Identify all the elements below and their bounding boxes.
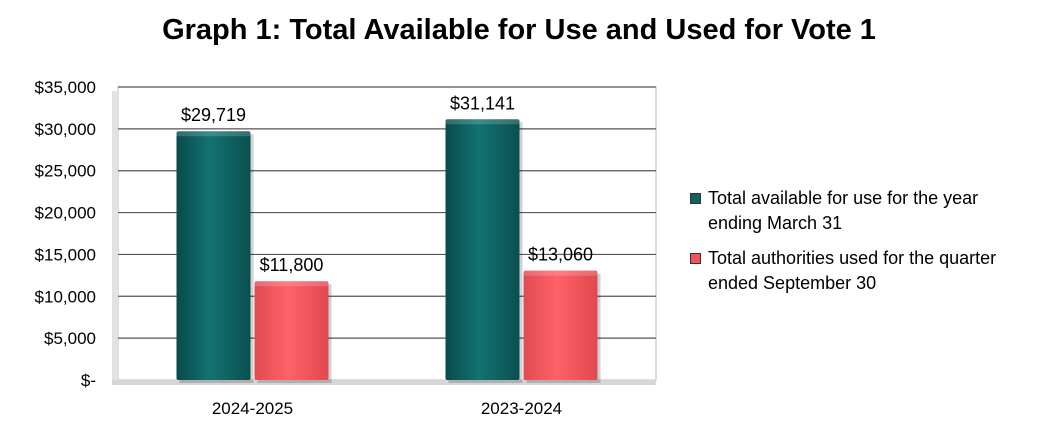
- y-tick-label: $5,000: [44, 329, 96, 348]
- bar-top-highlight: [445, 119, 520, 125]
- legend-label-available: Total available for use for the year end…: [708, 188, 979, 233]
- bar: [523, 270, 598, 380]
- legend-item-used: Total authorities used for the quarter e…: [690, 246, 1035, 296]
- chart-legend: Total available for use for the year end…: [690, 186, 1035, 306]
- x-category-label: 2023-2024: [481, 399, 562, 418]
- data-label: $13,060: [528, 245, 593, 265]
- y-tick-label: $25,000: [35, 162, 96, 181]
- legend-item-available: Total available for use for the year end…: [690, 186, 1035, 236]
- legend-label-used: Total authorities used for the quarter e…: [708, 248, 997, 293]
- bar-top-highlight: [523, 270, 598, 276]
- bar: [445, 119, 520, 380]
- y-tick-label: $-: [81, 371, 96, 390]
- y-tick-label: $15,000: [35, 245, 96, 264]
- bar: [176, 131, 251, 380]
- data-label: $11,800: [260, 255, 324, 275]
- data-label: $31,141: [450, 93, 515, 113]
- y-tick-label: $10,000: [35, 287, 96, 306]
- x-category-label: 2024-2025: [212, 399, 293, 418]
- y-tick-label: $35,000: [35, 78, 96, 97]
- legend-swatch-used: [690, 253, 701, 264]
- plot-floor: [112, 380, 656, 385]
- bar: [254, 281, 329, 380]
- legend-swatch-available: [690, 193, 701, 204]
- bar-top-highlight: [176, 131, 251, 137]
- data-label: $29,719: [181, 105, 246, 125]
- y-tick-label: $20,000: [35, 204, 96, 223]
- chart-title: Graph 1: Total Available for Use and Use…: [162, 14, 876, 46]
- y-tick-label: $30,000: [35, 120, 96, 139]
- bar-top-highlight: [254, 281, 329, 287]
- plot-wall-side: [112, 91, 118, 384]
